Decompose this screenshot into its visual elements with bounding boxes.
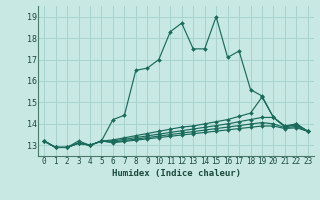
- X-axis label: Humidex (Indice chaleur): Humidex (Indice chaleur): [111, 169, 241, 178]
